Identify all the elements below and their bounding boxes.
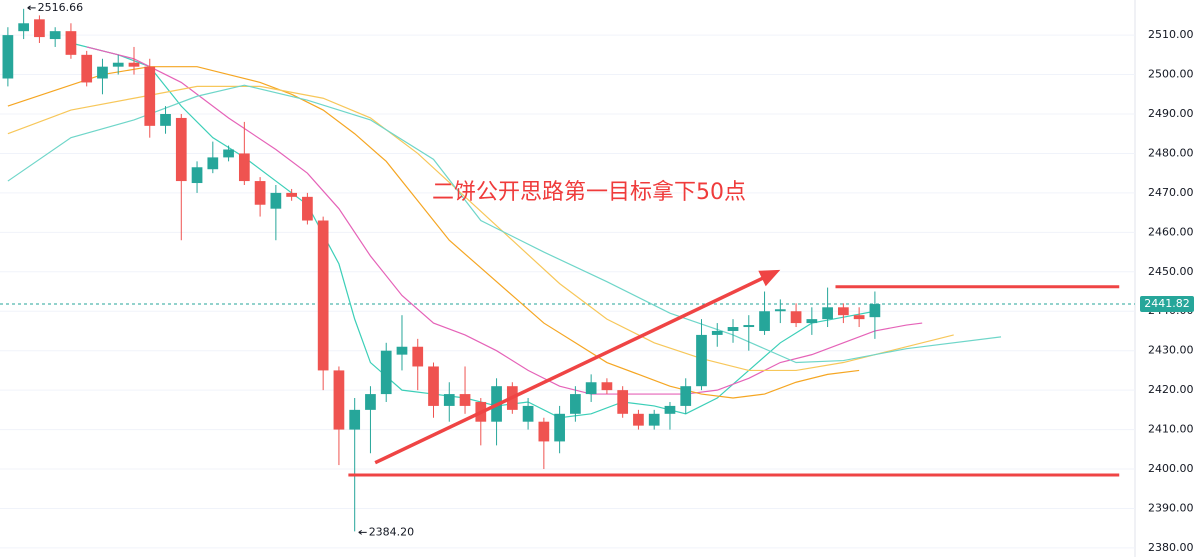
candle-body	[317, 220, 329, 371]
candle-body	[570, 394, 581, 414]
candle-body	[49, 31, 61, 40]
candle-body	[270, 192, 282, 209]
y-tick-label: 2470.00	[1148, 186, 1194, 199]
candle-body	[585, 382, 597, 395]
candle-body	[743, 325, 755, 328]
price-axis-bg	[1135, 0, 1200, 557]
y-tick-label: 2380.00	[1148, 541, 1194, 554]
candle-body	[144, 66, 156, 126]
candle-body	[34, 19, 45, 38]
candle-body	[538, 421, 550, 442]
candle-body	[112, 62, 124, 67]
y-tick-label: 2460.00	[1148, 225, 1194, 238]
candle-body	[459, 394, 471, 406]
candle-body	[207, 157, 219, 170]
candle-body	[302, 196, 313, 221]
candle-body	[601, 382, 613, 391]
candle-body	[128, 62, 140, 67]
high-marker-arrow	[27, 5, 36, 11]
last-price-box	[1140, 296, 1194, 313]
y-tick-label: 2390.00	[1148, 501, 1194, 514]
candle-body	[664, 405, 676, 414]
moving-average	[7, 85, 954, 372]
candle-body	[160, 114, 171, 126]
candle-body	[238, 153, 250, 182]
candle-body	[443, 394, 455, 406]
moving-average	[7, 84, 1002, 364]
candle-body	[554, 413, 565, 442]
low-marker-label: 2384.20	[369, 525, 415, 538]
candle-body	[428, 366, 439, 406]
candle-body	[365, 394, 376, 410]
candle-body	[191, 167, 203, 184]
candle-body	[522, 405, 534, 422]
candle-body	[65, 31, 77, 55]
arrow-head	[758, 269, 781, 287]
candle-body	[617, 390, 629, 414]
moving-average	[70, 42, 876, 419]
candle-body	[853, 315, 865, 320]
candle-body	[349, 409, 361, 430]
moving-average	[7, 66, 860, 399]
y-tick-label: 2500.00	[1148, 68, 1194, 81]
candle-body	[380, 350, 392, 395]
y-tick-label: 2490.00	[1148, 107, 1194, 120]
candle-body	[18, 23, 30, 32]
candle-body	[2, 35, 14, 79]
candle-body	[696, 334, 707, 387]
candle-body	[822, 307, 833, 320]
candle-body	[286, 192, 297, 197]
arrow-shaft	[374, 275, 766, 465]
y-tick-label: 2410.00	[1148, 423, 1194, 436]
candle-body	[81, 54, 93, 83]
candle-body	[254, 181, 266, 205]
candle-body	[175, 117, 187, 182]
candle-body	[806, 319, 818, 324]
candle-body	[223, 149, 234, 158]
candle-body	[869, 304, 881, 318]
annotation: 二饼公开思路第一目标拿下50点	[432, 179, 746, 205]
candle-body	[633, 413, 644, 426]
y-tick-label: 2400.00	[1148, 462, 1194, 475]
y-tick-label: 2480.00	[1148, 146, 1194, 159]
y-tick-label: 2450.00	[1148, 265, 1194, 278]
candle-body	[97, 66, 108, 79]
candle-body	[333, 370, 345, 430]
candle-body	[711, 330, 723, 335]
y-tick-label: 2430.00	[1148, 344, 1194, 357]
candle-body	[396, 346, 408, 355]
candle-body	[790, 311, 802, 324]
candle-body	[759, 311, 770, 331]
high-marker-label: 2516.66	[38, 1, 83, 14]
y-tick-label: 2510.00	[1148, 28, 1194, 41]
last-price-label: 2441.82	[1144, 297, 1190, 310]
candle-body	[648, 413, 660, 426]
candle-body	[727, 327, 739, 331]
moving-average	[86, 46, 923, 395]
y-tick-label: 2420.00	[1148, 383, 1194, 396]
candle-body	[774, 309, 786, 312]
candle-body	[412, 346, 424, 367]
candle-body	[680, 386, 692, 406]
candle-body	[838, 307, 849, 316]
low-marker-arrow	[358, 529, 367, 535]
